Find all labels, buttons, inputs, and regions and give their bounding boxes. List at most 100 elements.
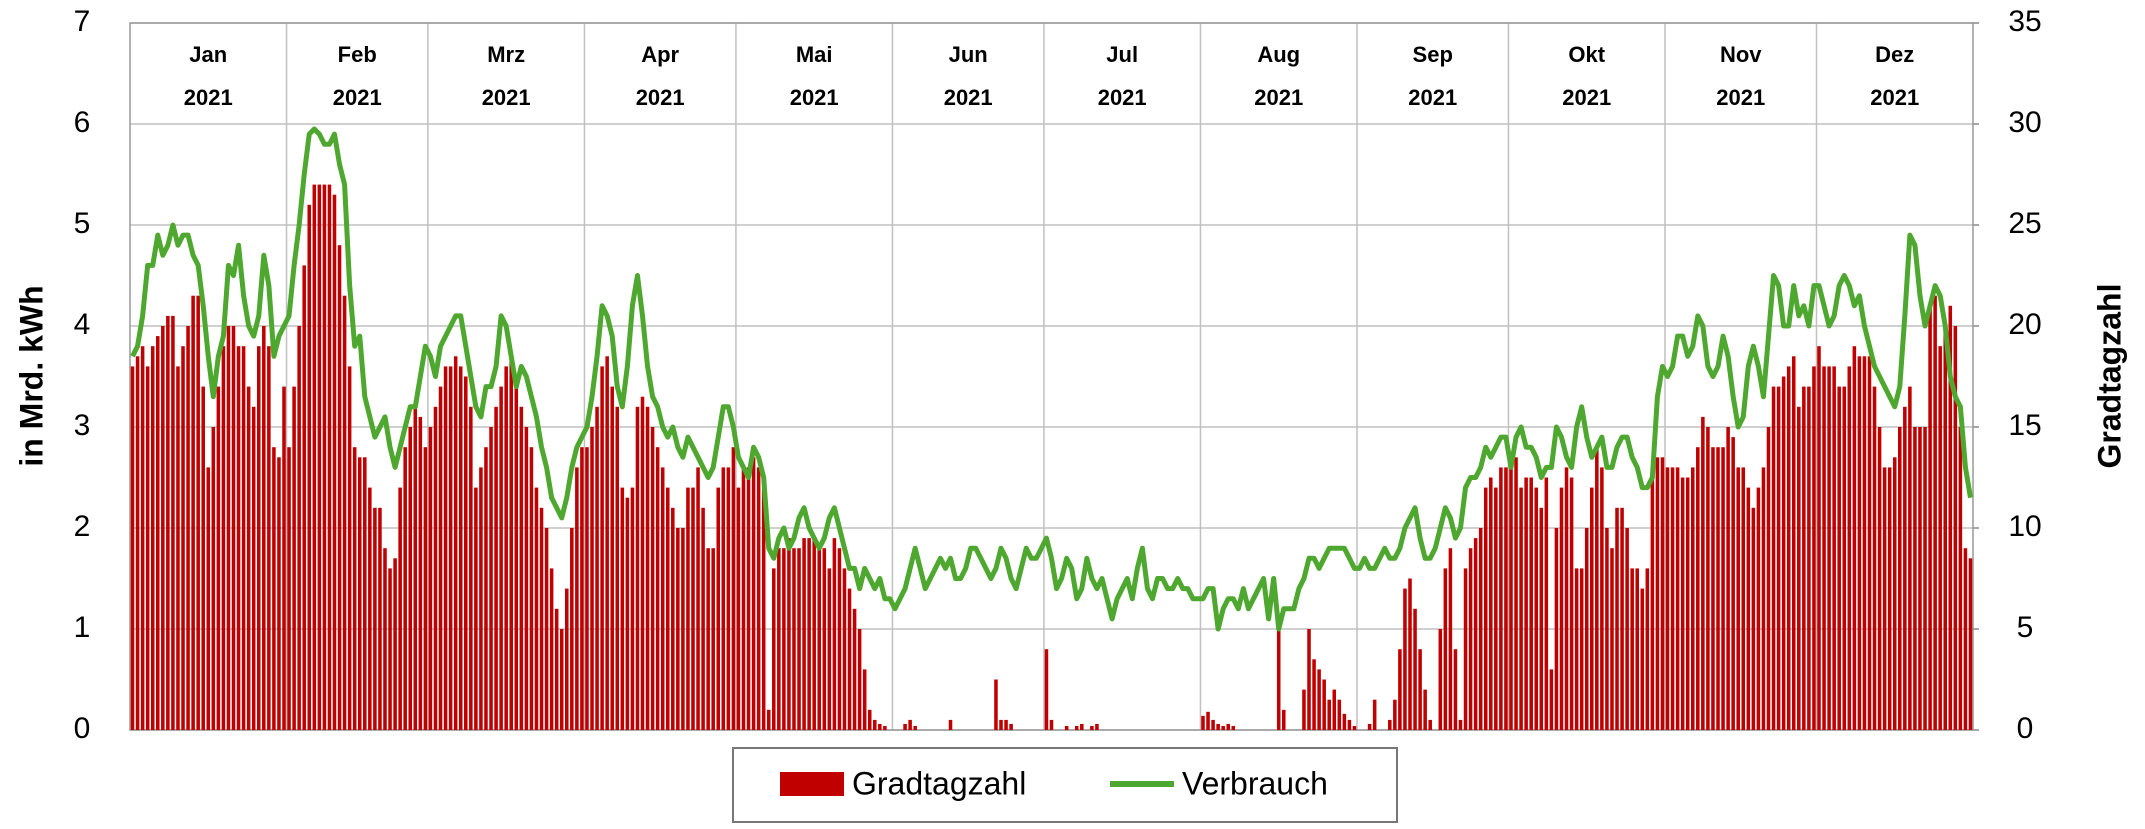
bar — [423, 447, 428, 730]
month-year-label: 2021 — [1254, 85, 1303, 110]
bar — [1600, 467, 1604, 730]
bar — [524, 427, 529, 730]
bar — [241, 346, 246, 730]
month-label: Nov — [1720, 42, 1762, 67]
month-label: Apr — [641, 42, 679, 67]
month-label: Jun — [949, 42, 988, 67]
bar — [792, 548, 796, 730]
month-year-label: 2021 — [790, 85, 839, 110]
bar — [1064, 725, 1069, 730]
bar — [489, 427, 493, 730]
bar — [1347, 719, 1352, 730]
y-tick-label: 6 — [74, 106, 91, 139]
bar — [221, 346, 226, 730]
bar — [1509, 467, 1513, 730]
bar — [1489, 477, 1493, 730]
bar — [1428, 719, 1432, 730]
bar — [1655, 457, 1660, 730]
bar — [1807, 386, 1811, 730]
bar — [282, 386, 286, 730]
bar — [812, 538, 816, 730]
bar — [393, 558, 397, 730]
month-label: Jan — [189, 42, 227, 67]
bar — [1797, 406, 1801, 730]
bar — [312, 184, 317, 731]
bar — [176, 366, 180, 730]
month-label: Mai — [796, 42, 833, 67]
bar — [322, 184, 327, 731]
bar — [1574, 568, 1579, 730]
bar — [1514, 457, 1518, 730]
bar — [1872, 386, 1877, 730]
bar — [605, 356, 609, 730]
bar — [827, 568, 832, 730]
bar — [660, 467, 665, 730]
month-year-label: 2021 — [1562, 85, 1611, 110]
bar — [1211, 719, 1215, 730]
bar — [256, 346, 261, 730]
bar — [721, 467, 726, 730]
bar — [539, 507, 544, 730]
bar — [554, 608, 559, 730]
bar — [216, 386, 221, 730]
bar — [1413, 608, 1417, 730]
bar — [1645, 568, 1650, 730]
bar — [383, 548, 387, 730]
bar — [665, 487, 670, 730]
y-tick-label: 3 — [74, 409, 91, 442]
bar — [292, 386, 296, 730]
bar — [418, 416, 423, 730]
bar — [1443, 568, 1448, 730]
bar — [751, 457, 756, 730]
bar — [1590, 487, 1594, 730]
bar — [1731, 437, 1735, 730]
bar — [1453, 649, 1458, 730]
bar — [766, 709, 771, 730]
bar — [438, 386, 443, 730]
bar — [1483, 487, 1488, 730]
bar — [878, 723, 882, 730]
bar — [1418, 649, 1422, 730]
bar — [564, 588, 569, 730]
bar — [1665, 467, 1670, 730]
bar — [1004, 719, 1008, 730]
bar — [1958, 427, 1963, 730]
bar — [802, 538, 806, 730]
bar — [903, 723, 907, 730]
bar — [307, 204, 312, 731]
bar — [1458, 719, 1463, 730]
bar — [1282, 709, 1286, 730]
legend-label: Gradtagzahl — [852, 765, 1026, 801]
bar — [1817, 346, 1821, 730]
bar — [1635, 568, 1639, 730]
bar — [994, 679, 998, 730]
bar — [1009, 723, 1013, 730]
bar — [1231, 725, 1236, 730]
bar — [287, 447, 291, 730]
y-tick-label: 7 — [74, 5, 91, 38]
bar — [625, 497, 630, 730]
bar — [746, 467, 751, 730]
bar — [842, 568, 847, 730]
bar — [1771, 386, 1776, 730]
bar — [1221, 725, 1225, 730]
bar — [1913, 427, 1917, 730]
bar — [352, 447, 357, 730]
bar — [620, 487, 625, 730]
bar — [504, 366, 508, 730]
bar — [1867, 356, 1872, 730]
bar — [211, 427, 216, 730]
bar — [1696, 447, 1700, 730]
bar — [1670, 467, 1675, 730]
bar — [1074, 725, 1079, 730]
bar — [1534, 487, 1539, 730]
bar — [570, 528, 574, 730]
bar — [373, 507, 377, 730]
bar — [297, 326, 301, 730]
bar — [1630, 568, 1634, 730]
bar — [433, 406, 438, 730]
bar — [1494, 487, 1498, 730]
bar — [1680, 477, 1685, 730]
bar — [797, 548, 801, 730]
bar — [691, 487, 695, 730]
